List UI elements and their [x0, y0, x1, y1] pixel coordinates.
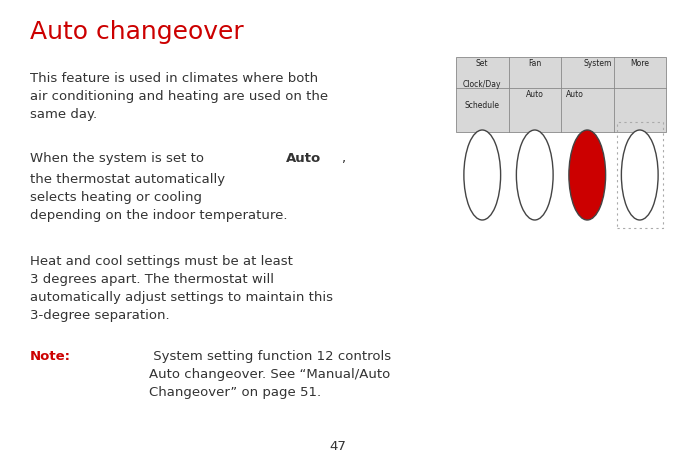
- Text: Clock/Day: Clock/Day: [463, 80, 502, 89]
- Text: 47: 47: [330, 440, 346, 453]
- Text: Fan: Fan: [528, 59, 541, 68]
- Text: Auto: Auto: [566, 90, 584, 99]
- Ellipse shape: [621, 130, 658, 220]
- Ellipse shape: [464, 130, 501, 220]
- Text: System: System: [583, 59, 612, 68]
- Text: Schedule: Schedule: [465, 101, 500, 110]
- Text: ,: ,: [341, 152, 345, 165]
- Ellipse shape: [516, 130, 553, 220]
- Text: Auto: Auto: [526, 90, 544, 99]
- Text: Heat and cool settings must be at least
3 degrees apart. The thermostat will
aut: Heat and cool settings must be at least …: [30, 255, 333, 322]
- Text: This feature is used in climates where both
air conditioning and heating are use: This feature is used in climates where b…: [30, 72, 328, 121]
- Ellipse shape: [569, 130, 606, 220]
- Text: More: More: [630, 59, 649, 68]
- Text: When the system is set to: When the system is set to: [30, 152, 208, 165]
- Text: Auto: Auto: [286, 152, 321, 165]
- Text: the thermostat automatically
selects heating or cooling
depending on the indoor : the thermostat automatically selects hea…: [30, 173, 287, 222]
- Text: Auto changeover: Auto changeover: [30, 20, 244, 44]
- FancyBboxPatch shape: [456, 57, 666, 132]
- Text: System setting function 12 controls
Auto changeover. See “Manual/Auto
Changeover: System setting function 12 controls Auto…: [149, 350, 391, 399]
- Text: Set: Set: [476, 59, 489, 68]
- Text: Note:: Note:: [30, 350, 71, 363]
